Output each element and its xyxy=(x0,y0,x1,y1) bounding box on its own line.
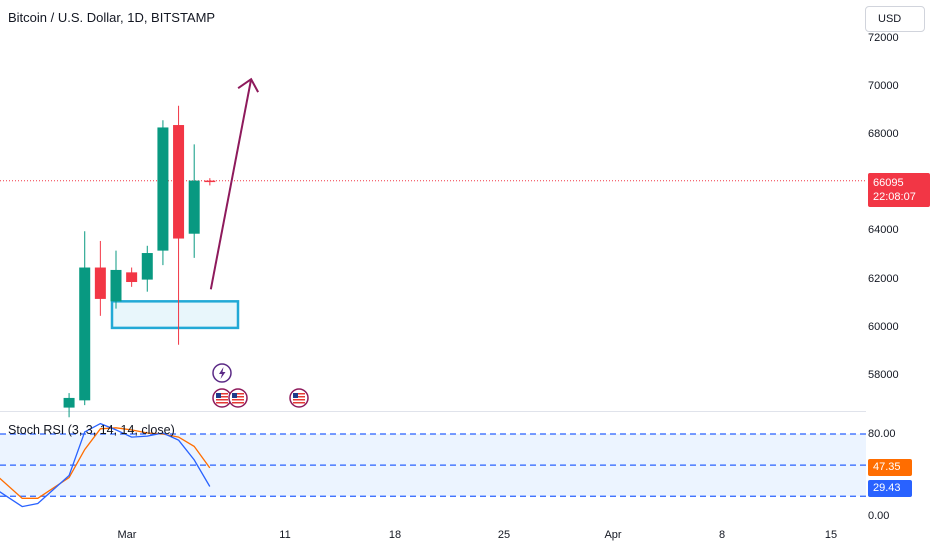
currency-button[interactable]: USD xyxy=(865,6,925,32)
time-tick: Mar xyxy=(117,529,137,541)
price-tick: 60000 xyxy=(868,321,899,333)
candle-body xyxy=(204,180,216,183)
candle-body xyxy=(94,267,106,299)
current-price-tag: 66095 22:08:07 xyxy=(868,173,930,207)
stoch-tick: 80.00 xyxy=(868,428,896,440)
price-tick: 64000 xyxy=(868,224,899,236)
price-tick: 62000 xyxy=(868,273,899,285)
candle xyxy=(204,178,216,186)
candle xyxy=(126,267,138,287)
candle-body xyxy=(141,253,153,280)
time-tick: 11 xyxy=(279,529,291,541)
current-price-value: 66095 xyxy=(873,177,904,189)
stoch-rsi-label[interactable]: Stoch RSI (3, 3, 14, 14, close) xyxy=(8,423,175,437)
price-tick: 72000 xyxy=(868,32,899,44)
candle-body xyxy=(79,267,91,401)
candle-body xyxy=(126,272,138,283)
lightning-event-icon[interactable] xyxy=(212,363,232,383)
stoch-d-line xyxy=(0,427,211,499)
candle xyxy=(188,144,200,258)
stoch-k-value-tag: 29.43 xyxy=(868,480,912,497)
candle xyxy=(110,250,122,309)
stoch-tick: 0.00 xyxy=(868,510,890,522)
us-flag-event-icon[interactable] xyxy=(289,388,309,408)
candle xyxy=(141,245,153,292)
time-tick: 25 xyxy=(497,529,511,541)
candle xyxy=(79,231,91,406)
price-tick: 68000 xyxy=(868,128,899,140)
us-flag-event-icon[interactable] xyxy=(228,388,248,408)
chart-title: Bitcoin / U.S. Dollar, 1D, BITSTAMP xyxy=(8,10,216,25)
time-tick: 8 xyxy=(718,529,726,541)
trend-arrow[interactable] xyxy=(209,77,260,290)
bar-countdown: 22:08:07 xyxy=(873,191,916,203)
candle-body xyxy=(173,125,185,239)
price-tick: 70000 xyxy=(868,80,899,92)
time-tick: 18 xyxy=(388,529,402,541)
stoch-d-value-tag: 47.35 xyxy=(868,459,912,476)
candle xyxy=(63,393,75,418)
price-tick: 58000 xyxy=(868,369,899,381)
arrow-shaft xyxy=(209,78,253,290)
arrow-head xyxy=(237,77,260,93)
candle-body xyxy=(63,397,75,408)
candle-body xyxy=(157,127,169,251)
candle xyxy=(157,120,169,266)
candle xyxy=(94,240,106,316)
demand-zone-box[interactable] xyxy=(110,300,240,330)
time-tick: Apr xyxy=(604,529,622,541)
stoch-k-line xyxy=(0,422,211,508)
candle-body xyxy=(188,180,200,234)
candle-body xyxy=(110,269,122,302)
time-tick: 15 xyxy=(824,529,838,541)
candle xyxy=(173,105,185,345)
